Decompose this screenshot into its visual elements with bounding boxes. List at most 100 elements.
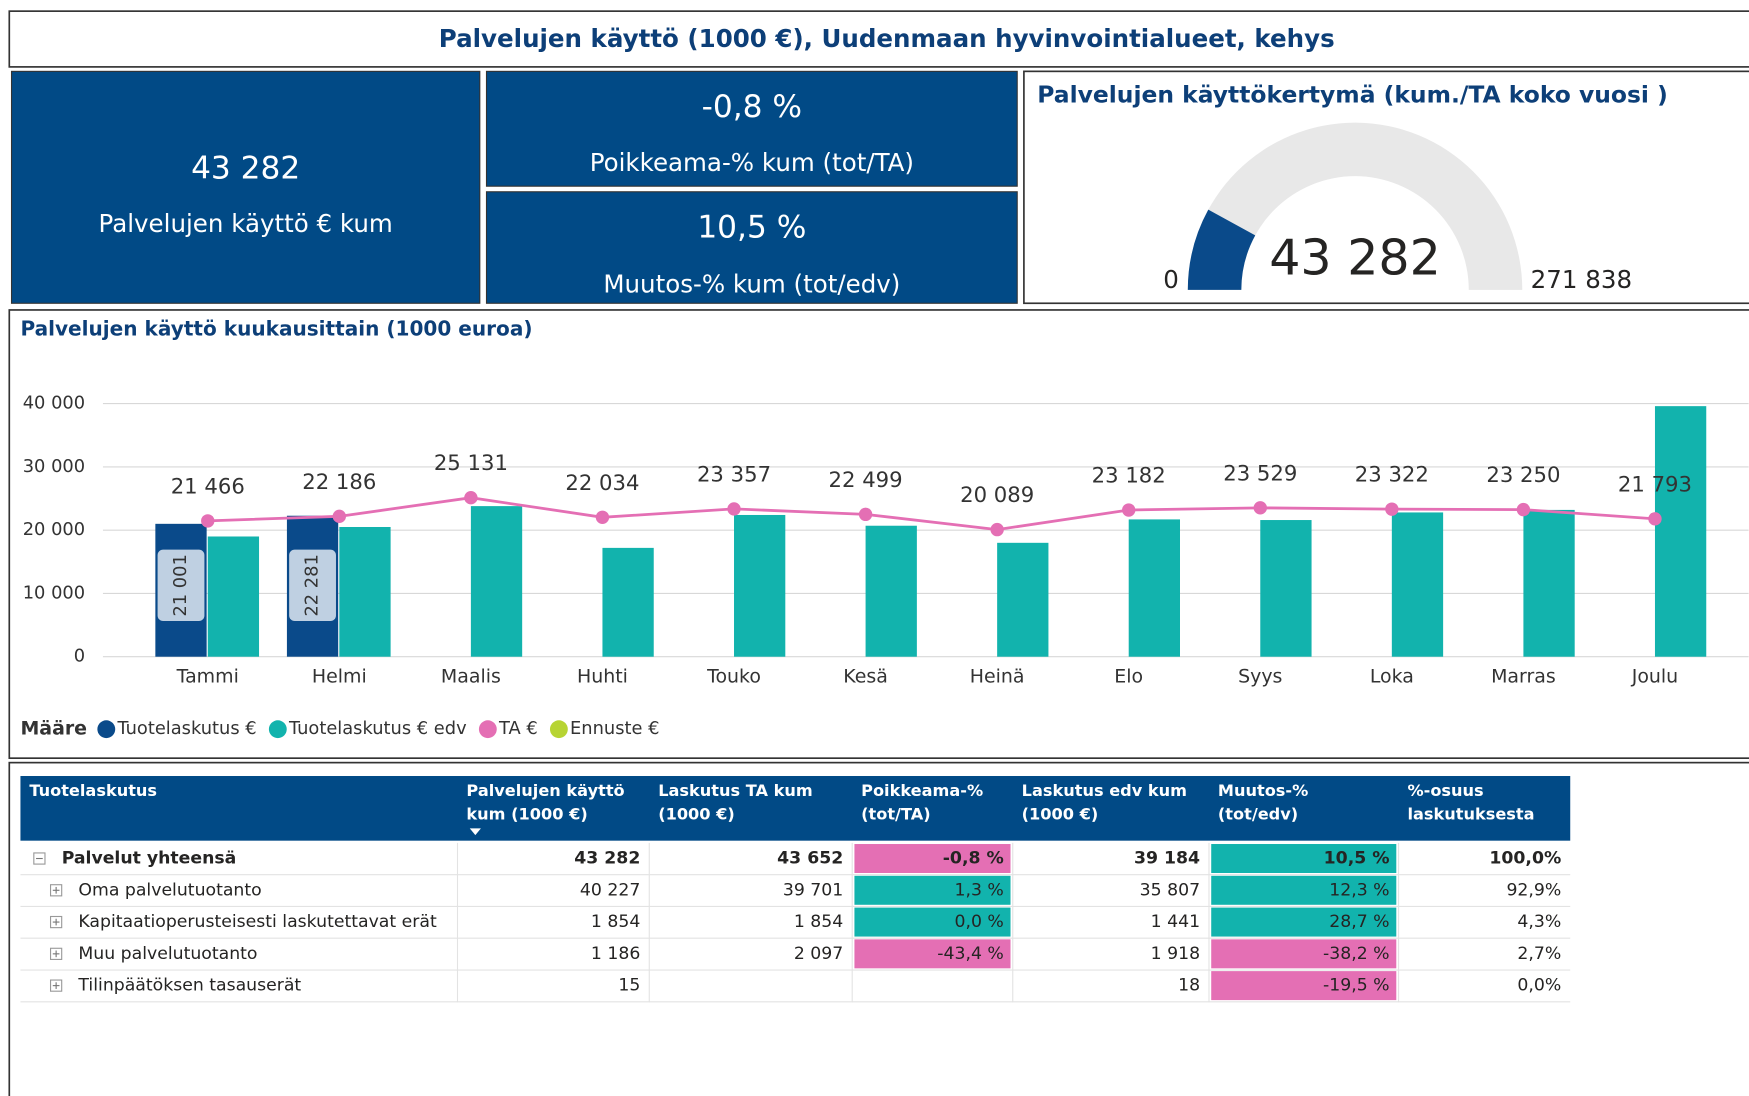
column-header: Tuotelaskutus — [29, 781, 157, 800]
cell-highlight — [1211, 875, 1397, 905]
y-tick-label: 0 — [74, 646, 85, 667]
cell-highlight — [854, 844, 1011, 874]
cell: 0,0% — [1517, 976, 1561, 996]
cell: 92,9% — [1506, 880, 1561, 900]
cell: 40 227 — [580, 880, 640, 900]
cell-highlight — [1211, 907, 1397, 937]
cell-highlight — [854, 875, 1011, 905]
data-label: 23 357 — [697, 461, 771, 486]
cell: 10,5 % — [1324, 849, 1390, 869]
data-label-box — [157, 549, 205, 622]
line-marker — [727, 502, 741, 516]
x-tick-label: Joulu — [1631, 665, 1678, 687]
cell-highlight — [1211, 939, 1397, 969]
y-tick-label: 10 000 — [23, 582, 85, 603]
line-marker — [1253, 501, 1267, 515]
column-header: Laskutus TA kum — [658, 781, 813, 800]
line-marker — [201, 514, 215, 528]
row-label: Oma palvelutuotanto — [78, 880, 261, 900]
legend-label: Ennuste € — [570, 718, 659, 739]
gauge-title: Palvelujen käyttökertymä (kum./TA koko v… — [1037, 80, 1668, 108]
expand-icon — [49, 979, 63, 992]
kpi-card — [485, 70, 1018, 187]
line-marker — [1516, 502, 1531, 517]
cell: -38,2 % — [1323, 944, 1390, 964]
bar — [339, 526, 391, 657]
kpi-label: Poikkeama-% kum (tot/TA) — [590, 148, 914, 177]
expand-icon — [49, 947, 63, 960]
cell: 43 282 — [574, 849, 640, 869]
data-label: 22 034 — [565, 470, 639, 495]
kpi-card — [10, 70, 481, 304]
legend-swatch — [97, 720, 116, 739]
data-label: 21 001 — [170, 554, 191, 616]
chart-title: Palvelujen käyttö kuukausittain (1000 eu… — [20, 317, 532, 341]
expand-icon — [33, 852, 46, 865]
legend-swatch — [268, 720, 287, 739]
row-label: Muu palvelutuotanto — [78, 944, 257, 964]
cell: 2 097 — [794, 944, 843, 964]
column-header: Laskutus edv kum — [1022, 781, 1187, 800]
data-label: 23 182 — [1092, 463, 1166, 488]
cell-highlight — [1211, 844, 1397, 874]
legend-swatch — [478, 720, 497, 739]
kpi-label: Palvelujen käyttö € kum — [99, 209, 393, 238]
column-header: Poikkeama-% — [861, 781, 983, 800]
page-title: Palvelujen käyttö (1000 €), Uudenmaan hy… — [439, 24, 1335, 53]
data-label: 22 186 — [302, 469, 376, 494]
cell: 1 854 — [794, 912, 843, 932]
line-marker — [1385, 502, 1399, 516]
line-marker — [858, 507, 873, 522]
cell: 39 701 — [783, 880, 843, 900]
bar — [1523, 509, 1575, 657]
cell: -19,5 % — [1323, 976, 1390, 996]
cell: 12,3 % — [1329, 880, 1389, 900]
cell: 35 807 — [1140, 880, 1200, 900]
data-label: 22 281 — [302, 554, 323, 616]
cell: -0,8 % — [943, 849, 1004, 869]
line-marker — [464, 491, 478, 505]
kpi-value: 10,5 % — [697, 210, 806, 246]
gauge-value: 43 282 — [1269, 228, 1441, 286]
bar — [865, 525, 917, 657]
table-header — [20, 776, 1571, 841]
legend-label: Tuotelaskutus € edv — [288, 718, 467, 739]
x-tick-label: Maalis — [441, 665, 501, 687]
legend-label: TA € — [498, 718, 538, 739]
gauge-max: 271 838 — [1531, 265, 1632, 294]
row-label: Tilinpäätöksen tasauserät — [77, 976, 301, 996]
data-label: 23 322 — [1355, 462, 1429, 487]
bar — [997, 542, 1049, 657]
cell: -43,4 % — [937, 944, 1004, 964]
data-label: 22 499 — [829, 467, 903, 492]
cell: 39 184 — [1134, 849, 1200, 869]
bar — [1654, 406, 1707, 657]
bar — [602, 547, 654, 657]
line — [207, 496, 1656, 532]
x-tick-label: Huhti — [577, 665, 628, 687]
line-marker — [595, 510, 610, 524]
cell-highlight — [854, 907, 1011, 937]
x-tick-label: Tammi — [176, 665, 239, 687]
bar — [1391, 512, 1444, 657]
y-tick-label: 20 000 — [23, 519, 85, 540]
line-marker — [1122, 503, 1136, 517]
bar — [207, 536, 260, 657]
table: Tuotelaskutus Palvelujen käyttö kum (1000 … — [20, 776, 1571, 1003]
cell-highlight — [854, 939, 1011, 969]
cell: 28,7 % — [1329, 912, 1389, 932]
bar — [1260, 520, 1312, 657]
gauge-panel — [1023, 70, 1749, 305]
data-label-box — [289, 549, 336, 622]
cell: 1 918 — [1151, 944, 1200, 964]
x-tick-label: Touko — [706, 665, 761, 687]
kpi-value: -0,8 % — [702, 89, 802, 125]
cell: 1 441 — [1151, 912, 1200, 932]
cell: 1 186 — [591, 944, 640, 964]
legend-label: Tuotelaskutus € — [116, 718, 256, 739]
line-marker — [1648, 512, 1662, 526]
line-marker — [332, 509, 347, 524]
cell: 100,0% — [1489, 849, 1561, 869]
cell: 15 — [618, 976, 640, 996]
